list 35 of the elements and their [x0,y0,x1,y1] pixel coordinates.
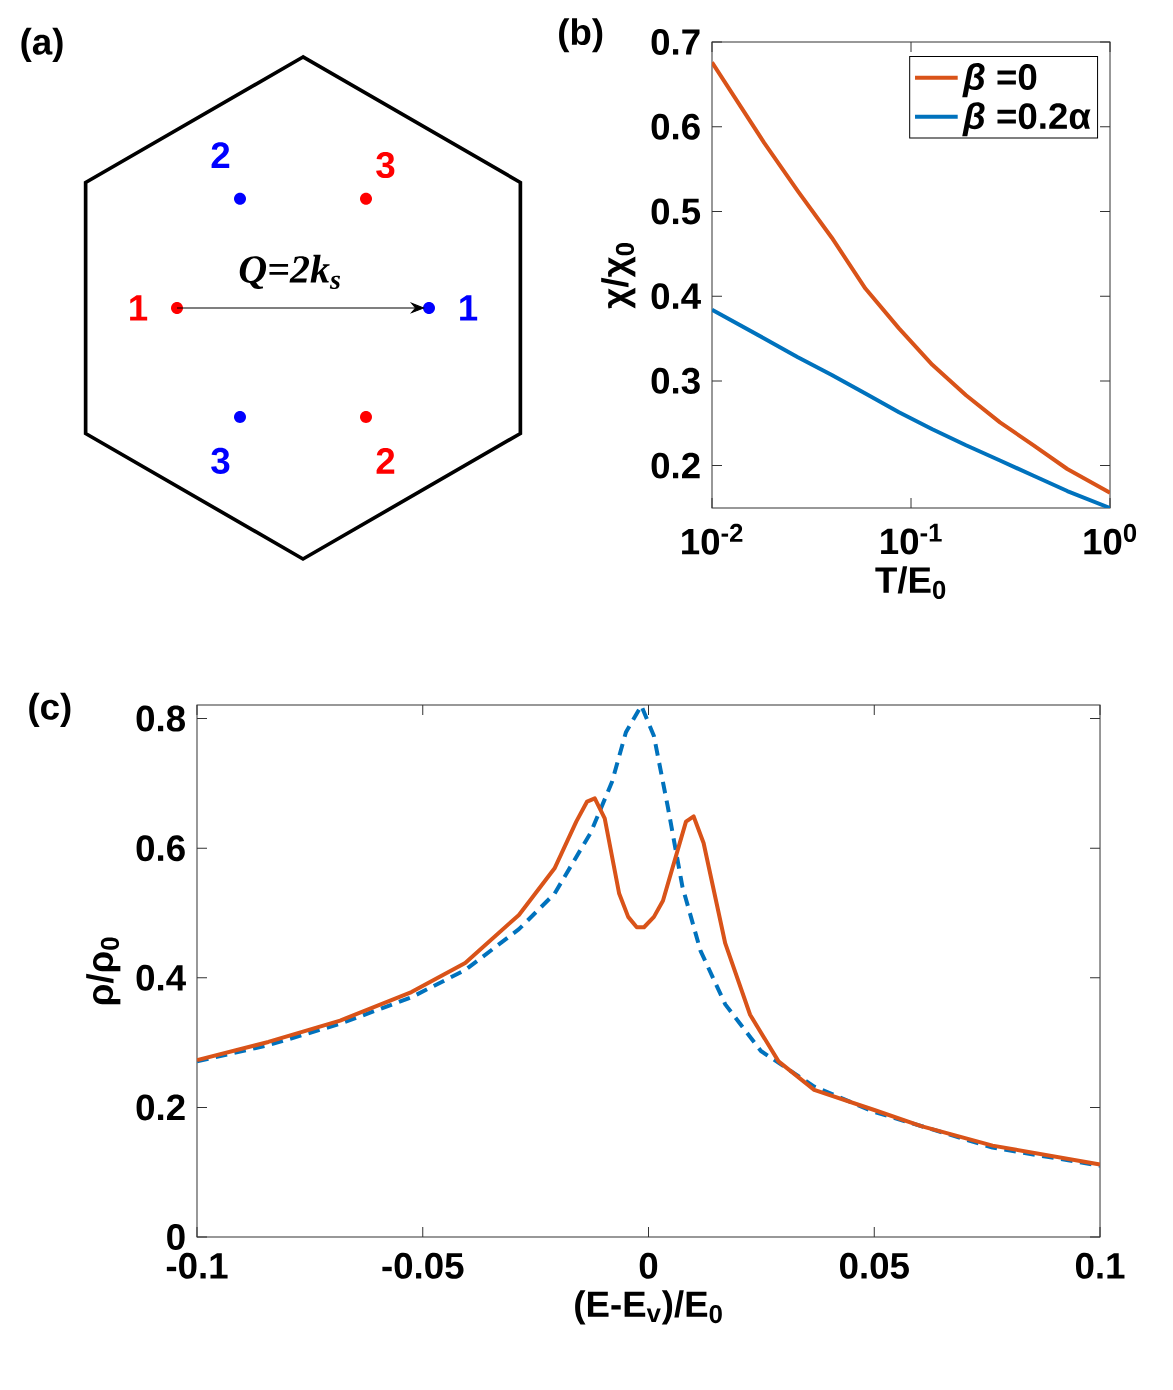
y-tick-label: 0.3 [651,367,700,394]
chart-title: (b) [559,18,603,53]
y-tick-label: 0.4 [651,283,701,310]
y-tick-label: 0.5 [651,198,701,225]
y-tick-label: 0.2 [651,452,700,479]
y-tick-label: 0 [167,1224,185,1250]
y-tick-label: 0.7 [651,28,700,55]
y-tick-label: 0.2 [136,1094,185,1121]
text: Q=2k$_{s}$ [239,254,341,290]
legend-label: β =0 [962,63,1037,98]
y-axis-title: ρ/ρ$_{0}$ [86,937,121,1005]
y-tick-label: 0.6 [136,835,185,862]
text: 3 [211,447,230,474]
x-tick-label: 10$^{-2}$ [682,523,743,555]
x-tick-label: 10$^{0}$ [1084,523,1137,555]
text: 2 [376,448,395,474]
text: 1 [130,295,148,321]
x-axis-title: (E-E$_{v}$)/E$_{0}$ [575,1290,722,1325]
y-tick-label: 0.8 [136,705,185,732]
text: (a) [21,27,63,63]
x-tick-label: -0.1 [166,1252,228,1279]
x-axis-title: T/E$_{0}$ [875,566,946,599]
x-tick-label: 0.1 [1075,1252,1125,1279]
y-tick-label: 0.6 [651,113,700,140]
y-axis-title: χ/χ$_{0}$ [601,243,636,309]
chart-title: (c) [29,692,71,727]
legend-label: β =0.2α [962,102,1091,137]
x-tick-label: -0.05 [382,1252,464,1279]
line-series [197,796,1101,1167]
x-tick-label: 10$^{-1}$ [881,523,942,555]
text: 3 [376,152,395,179]
text: 2 [211,142,230,168]
y-tick-label: 0.4 [136,964,186,991]
text: 1 [460,295,478,321]
x-tick-label: 0.05 [840,1252,909,1279]
